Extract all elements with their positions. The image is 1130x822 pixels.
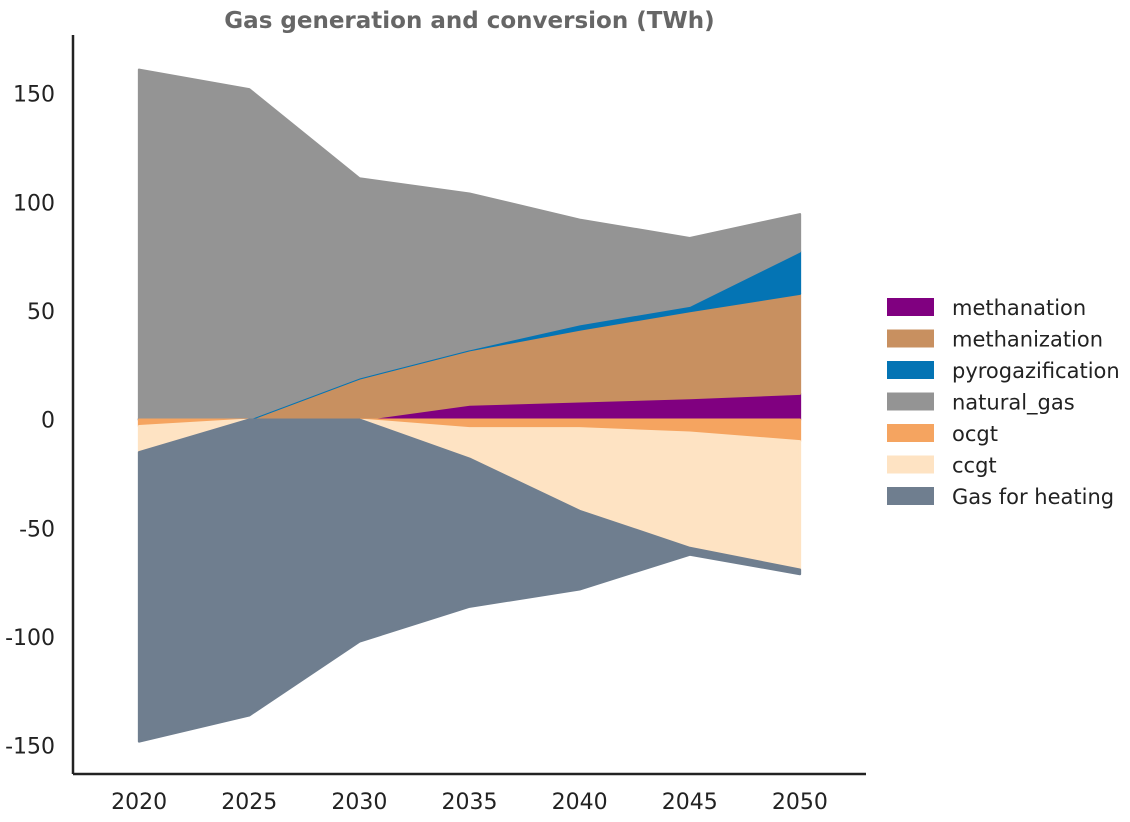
legend-swatch-ccgt	[887, 455, 934, 474]
legend-swatch-methanation	[887, 298, 934, 316]
x-tick-2020: 2020	[111, 790, 167, 815]
y-tick-neg150: -150	[5, 735, 55, 760]
chart-legend: methanation methanization pyrogazification…	[887, 296, 1120, 509]
y-tick-100: 100	[13, 191, 55, 216]
legend-label-ccgt: ccgt	[952, 454, 997, 478]
x-tick-2035: 2035	[442, 790, 498, 815]
chart-title: Gas generation and conversion (TWh)	[224, 8, 714, 34]
y-tick-labels: -150 -100 -50 0 50 100 150	[5, 83, 55, 760]
legend-swatch-pyrogazification	[887, 361, 934, 379]
y-tick-150: 150	[13, 83, 55, 108]
chart-axes	[71, 35, 866, 776]
area-gas-for-heating	[137, 418, 802, 743]
legend-swatch-natural-gas	[887, 392, 934, 411]
legend-label-gas-for-heating: Gas for heating	[952, 485, 1114, 509]
legend-label-ocgt: ocgt	[952, 422, 998, 446]
legend-label-natural-gas: natural_gas	[952, 391, 1075, 416]
legend-label-methanation: methanation	[952, 296, 1086, 320]
area-natural-gas	[137, 68, 802, 420]
legend-swatch-methanization	[887, 329, 934, 348]
x-tick-labels: 2020 2025 2030 2035 2040 2045 2050	[111, 790, 828, 815]
y-tick-0: 0	[41, 409, 55, 434]
x-tick-2025: 2025	[221, 790, 277, 815]
x-tick-2040: 2040	[552, 790, 608, 815]
x-tick-2030: 2030	[331, 790, 387, 815]
legend-label-methanization: methanization	[952, 328, 1103, 352]
legend-swatch-ocgt	[887, 424, 934, 442]
y-tick-50: 50	[27, 300, 55, 325]
legend-label-pyrogazification: pyrogazification	[952, 359, 1120, 383]
y-tick-neg100: -100	[5, 626, 55, 651]
y-tick-neg50: -50	[19, 517, 55, 542]
x-tick-2045: 2045	[662, 790, 718, 815]
x-tick-2050: 2050	[772, 790, 828, 815]
chart-areas	[137, 68, 802, 743]
legend-swatch-gas-for-heating	[887, 487, 934, 505]
